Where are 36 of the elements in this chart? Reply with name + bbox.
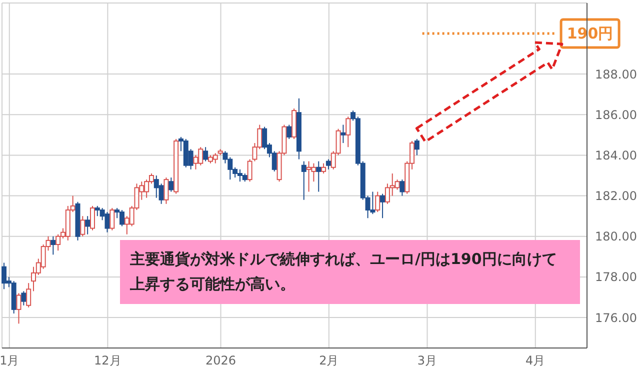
candlestick [286, 124, 292, 140]
y-tick-label: 186.00 [595, 108, 637, 122]
candlestick [340, 124, 346, 144]
candlestick [414, 138, 420, 156]
y-tick-label: 184.00 [595, 148, 637, 162]
x-tick-label: 12月 [94, 354, 122, 368]
y-tick-label: 178.00 [595, 270, 637, 284]
annotation: 主要通貨が対米ドルで続伸すれば、ユーロ/円は190円に向けて上昇する可能性が高い。 [120, 240, 580, 304]
candlestick [316, 160, 322, 192]
candlestick [380, 193, 386, 219]
candlestick [326, 158, 331, 170]
candlestick [90, 205, 95, 231]
y-tick-label: 182.00 [595, 189, 637, 204]
y-tick-label: 176.00 [595, 310, 637, 325]
y-tick-label: 188.00 [595, 67, 637, 82]
candlestick [168, 177, 174, 192]
x-tick-label: 2月 [319, 354, 339, 368]
candlestick [26, 282, 32, 308]
candlestick [110, 207, 115, 231]
candlestick [50, 236, 56, 256]
x-tick-label: 2026 [205, 354, 236, 368]
candlestick [375, 191, 380, 213]
candlestick [400, 179, 405, 196]
candlestick [16, 292, 22, 324]
x-tick-label: 1月 [0, 354, 20, 368]
candlestick [164, 177, 169, 204]
candlestick [301, 160, 306, 200]
candlestick [203, 146, 208, 162]
candlestick [321, 162, 326, 174]
candlestick [85, 216, 90, 235]
candlestick [346, 116, 351, 148]
candlestick [80, 216, 86, 237]
candlestick [21, 290, 26, 306]
y-tick-label: 180.00 [595, 230, 637, 244]
x-tick-label: 4月 [526, 354, 546, 368]
x-tick-label: 3月 [417, 354, 438, 368]
